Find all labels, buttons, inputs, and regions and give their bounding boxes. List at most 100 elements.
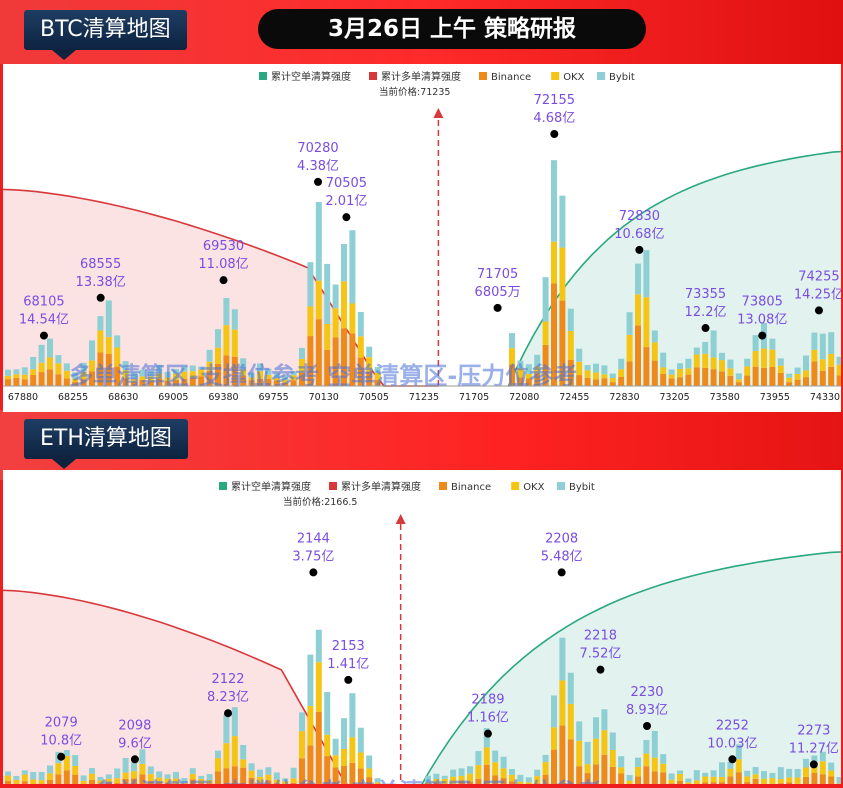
annotation-value: 10.8亿 <box>40 734 82 749</box>
bar-bybit <box>509 333 515 348</box>
annotation-marker <box>224 709 232 717</box>
bar-okx <box>820 761 826 774</box>
bar-bybit <box>333 285 339 309</box>
btc-section-tag: BTC清算地图 <box>24 10 187 50</box>
bar-okx <box>551 242 557 284</box>
bar-okx <box>618 767 624 773</box>
bar-okx <box>316 281 322 320</box>
bar-binance <box>753 367 759 386</box>
bar-bybit <box>786 769 792 777</box>
bar-okx <box>669 780 675 784</box>
annotation-value: 7.52亿 <box>579 647 621 662</box>
annotation-price: 2252 <box>716 718 749 733</box>
bar-okx <box>694 355 700 368</box>
bar-bybit <box>694 348 700 355</box>
bar-binance <box>22 379 28 386</box>
annotation-price: 2230 <box>630 685 663 700</box>
bar-binance <box>47 780 53 784</box>
bar-okx <box>744 776 750 782</box>
bar-bybit <box>22 367 28 374</box>
bar-bybit <box>265 767 271 774</box>
bar-bybit <box>299 712 305 731</box>
bar-okx <box>349 303 355 333</box>
bar-bybit <box>753 767 759 774</box>
bar-okx <box>652 758 658 772</box>
bar-binance <box>47 369 53 386</box>
bar-bybit <box>778 767 784 779</box>
bar-okx <box>803 768 809 777</box>
bar-binance <box>727 376 733 386</box>
x-tick-label: 72830 <box>609 392 639 403</box>
annotation-price: 70280 <box>297 141 338 156</box>
bar-binance <box>652 361 658 386</box>
annotation-price: 2079 <box>45 716 78 731</box>
bar-bybit <box>114 335 120 347</box>
legend-swatch <box>557 482 565 490</box>
annotation-value: 10.68亿 <box>614 227 664 242</box>
bar-bybit <box>643 740 649 754</box>
bar-bybit <box>761 771 767 779</box>
bar-bybit <box>828 332 834 354</box>
bar-bybit <box>635 758 641 767</box>
x-tick-label: 68630 <box>108 392 138 403</box>
legend-entry: 累计多单清算强度 <box>381 70 461 83</box>
bar-okx <box>240 759 246 767</box>
bar-okx <box>47 357 53 369</box>
legend-entry: 累计空单清算强度 <box>271 70 351 83</box>
bar-bybit <box>333 739 339 756</box>
annotation-marker <box>131 755 139 763</box>
bar-bybit <box>358 312 364 336</box>
bar-binance <box>744 376 750 386</box>
bar-okx <box>744 366 750 375</box>
bar-okx <box>358 752 364 768</box>
bar-bybit <box>543 277 549 321</box>
bar-okx <box>349 737 355 762</box>
annotation-marker <box>309 568 317 576</box>
bar-binance <box>652 771 658 784</box>
bar-bybit <box>719 353 725 360</box>
bar-bybit <box>769 339 775 350</box>
bar-bybit <box>22 770 28 774</box>
bar-binance <box>660 374 666 386</box>
bar-bybit <box>232 309 238 329</box>
bar-okx <box>232 736 238 766</box>
bar-bybit <box>366 756 372 769</box>
bar-bybit <box>89 340 95 360</box>
x-tick-label: 73955 <box>760 392 790 403</box>
annotation-marker <box>558 568 566 576</box>
bar-okx <box>30 779 36 784</box>
bar-bybit <box>509 769 515 775</box>
bar-binance <box>719 372 725 386</box>
bar-bybit <box>652 731 658 758</box>
bar-binance <box>593 379 599 386</box>
x-tick-label: 70130 <box>309 392 339 403</box>
bar-okx <box>72 766 78 775</box>
bar-binance <box>677 377 683 386</box>
bar-bybit <box>669 369 675 374</box>
bar-bybit <box>156 771 162 777</box>
legend-swatch <box>511 482 519 490</box>
legend-entry: Bybit <box>609 72 635 83</box>
annotation-marker <box>728 755 736 763</box>
bar-binance <box>316 712 322 784</box>
bar-okx <box>324 735 330 756</box>
bar-bybit <box>13 369 19 374</box>
bar-okx <box>13 374 19 378</box>
bar-okx <box>215 758 221 771</box>
bar-bybit <box>618 756 624 767</box>
bar-okx <box>660 764 666 773</box>
bar-bybit <box>501 757 507 768</box>
bar-binance <box>669 378 675 386</box>
bar-bybit <box>685 779 691 783</box>
annotation-value: 9.6亿 <box>118 736 152 751</box>
bar-bybit <box>316 630 322 662</box>
bar-binance <box>736 772 742 784</box>
bar-binance <box>618 377 624 386</box>
bar-okx <box>761 348 767 367</box>
bar-okx <box>610 750 616 767</box>
annotation-value: 1.41亿 <box>327 657 369 672</box>
annotation-marker <box>220 276 228 284</box>
annotation-marker <box>758 332 766 340</box>
annotation-value: 11.08亿 <box>198 257 248 272</box>
